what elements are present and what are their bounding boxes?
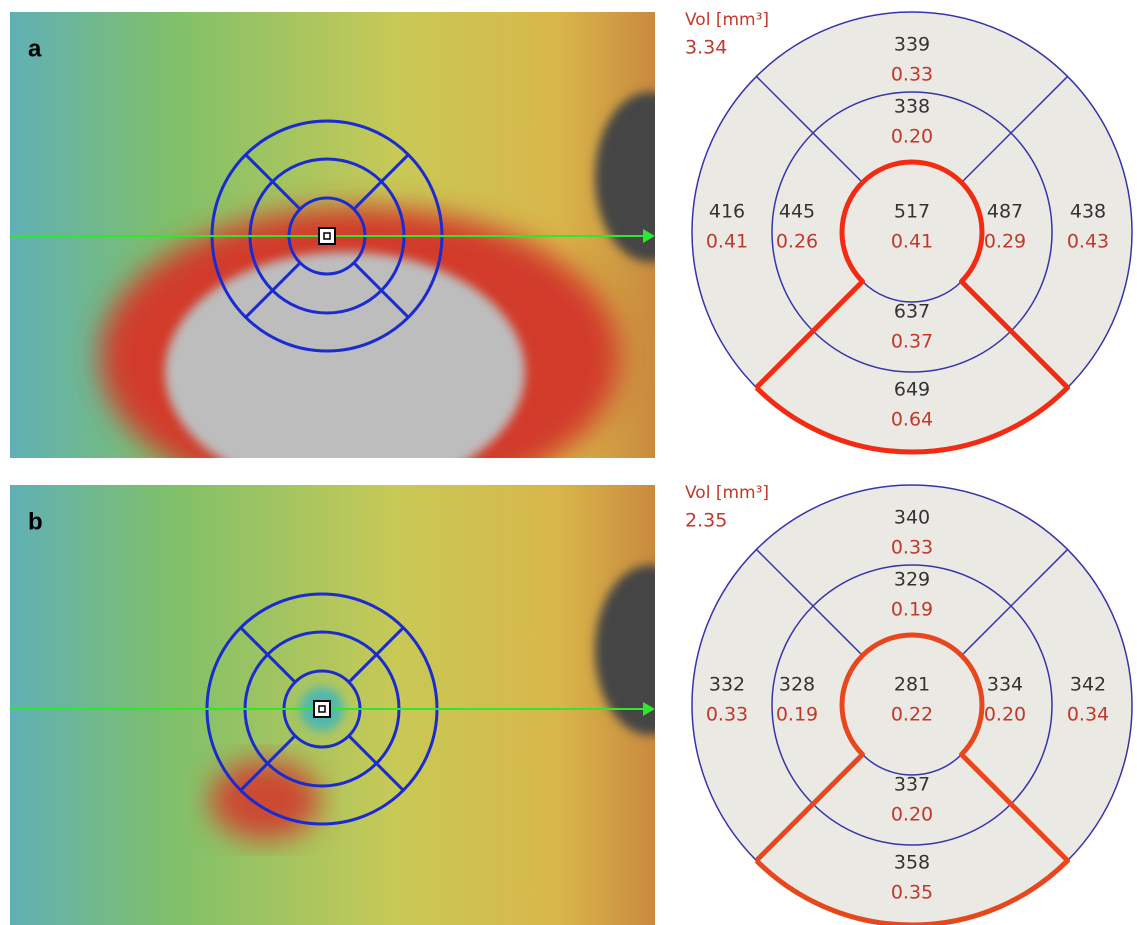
sector-thickness: 339 <box>894 34 930 56</box>
sector-volume: 0.64 <box>891 409 933 431</box>
sector-thickness: 328 <box>779 674 815 696</box>
sector-volume: 0.43 <box>1067 231 1109 253</box>
sector-thickness: 329 <box>894 569 930 591</box>
sector-volume: 0.33 <box>891 64 933 86</box>
sector-volume: 0.26 <box>776 231 818 253</box>
total-volume: 3.34 <box>685 37 727 59</box>
sector-volume: 0.41 <box>706 231 748 253</box>
retina-map <box>10 485 705 925</box>
volume-label: Vol [mm³] <box>685 483 769 503</box>
sector-volume: 0.37 <box>891 331 933 353</box>
sector-thickness: 358 <box>894 852 930 874</box>
panel-label: b <box>28 508 43 535</box>
sector-volume: 0.19 <box>891 599 933 621</box>
sector-thickness: 281 <box>894 674 930 696</box>
sector-thickness: 637 <box>894 301 930 323</box>
retina-map <box>10 12 705 507</box>
sector-thickness: 332 <box>709 674 745 696</box>
sector-thickness: 334 <box>987 674 1023 696</box>
sector-volume: 0.34 <box>1067 704 1109 726</box>
sector-volume: 0.35 <box>891 882 933 904</box>
sector-volume: 0.20 <box>891 804 933 826</box>
sector-thickness: 517 <box>894 201 930 223</box>
sector-thickness: 445 <box>779 201 815 223</box>
page: {"panels": [ {"label": "a", "vol_label":… <box>0 0 1137 925</box>
sector-volume: 0.29 <box>984 231 1026 253</box>
sector-thickness: 342 <box>1070 674 1106 696</box>
fixation <box>319 228 335 244</box>
figure: a 517 0.41 338 0.20 487 0.29 637 0.37 445 0.26 339 0… <box>0 0 1137 925</box>
volume-label: Vol [mm³] <box>685 10 769 30</box>
sector-volume: 0.22 <box>891 704 933 726</box>
sector-thickness: 487 <box>987 201 1023 223</box>
sector-volume: 0.41 <box>891 231 933 253</box>
fixation <box>314 701 330 717</box>
panel-label: a <box>28 35 42 62</box>
sector-volume: 0.19 <box>776 704 818 726</box>
sector-volume: 0.20 <box>891 126 933 148</box>
sector-thickness: 416 <box>709 201 745 223</box>
sector-volume: 0.33 <box>891 537 933 559</box>
thick-zone-core <box>165 252 525 492</box>
sector-thickness: 338 <box>894 96 930 118</box>
total-volume: 2.35 <box>685 510 727 532</box>
sector-thickness: 438 <box>1070 201 1106 223</box>
sector-thickness: 337 <box>894 774 930 796</box>
sector-thickness: 340 <box>894 507 930 529</box>
sector-thickness: 649 <box>894 379 930 401</box>
sector-volume: 0.33 <box>706 704 748 726</box>
sector-volume: 0.20 <box>984 704 1026 726</box>
